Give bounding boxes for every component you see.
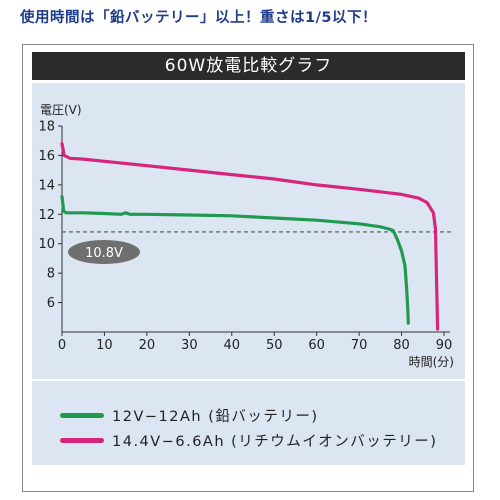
legend-swatch-lead: [60, 412, 104, 418]
x-tick-label: 20: [139, 338, 156, 353]
threshold-badge: [68, 240, 140, 264]
x-tick-label: 80: [393, 338, 410, 353]
x-tick-label: 90: [436, 338, 453, 353]
y-tick-label: 6: [47, 296, 55, 311]
legend-item-lithium: 14.4V−6.6Ah (リチウムイオンバッテリー): [60, 430, 437, 450]
x-tick-label: 0: [58, 338, 66, 353]
threshold-label: 10.8V: [85, 246, 123, 261]
legend-item-lead: 12V−12Ah (鉛バッテリー): [60, 405, 319, 425]
y-tick-label: 18: [38, 120, 55, 135]
legend-panel: [32, 381, 465, 465]
x-tick-label: 50: [266, 338, 283, 353]
x-tick-label: 40: [224, 338, 241, 353]
y-axis-label: 電圧(V): [40, 103, 82, 117]
x-tick-label: 30: [181, 338, 198, 353]
series-line-lithium: [60, 142, 440, 331]
chart-title: 60W放電比較グラフ: [32, 52, 465, 80]
x-axis-label: 時間(分): [409, 355, 454, 369]
y-tick-label: 16: [38, 149, 55, 164]
y-tick-label: 12: [38, 208, 55, 223]
x-tick-label: 10: [96, 338, 113, 353]
legend-label-lead: 12V−12Ah (鉛バッテリー): [112, 408, 319, 425]
x-tick-label: 70: [351, 338, 368, 353]
series-line-lead: [60, 195, 410, 325]
y-tick-label: 14: [38, 178, 55, 193]
legend-swatch-lithium: [60, 437, 104, 443]
legend-label-lithium: 14.4V−6.6Ah (リチウムイオンバッテリー): [112, 433, 438, 450]
y-tick-label: 8: [47, 267, 55, 282]
headline: 使用時間は「鉛バッテリー」以上！重さは1/5以下！: [20, 10, 377, 26]
x-tick-label: 60: [308, 338, 325, 353]
y-tick-label: 10: [38, 237, 55, 252]
